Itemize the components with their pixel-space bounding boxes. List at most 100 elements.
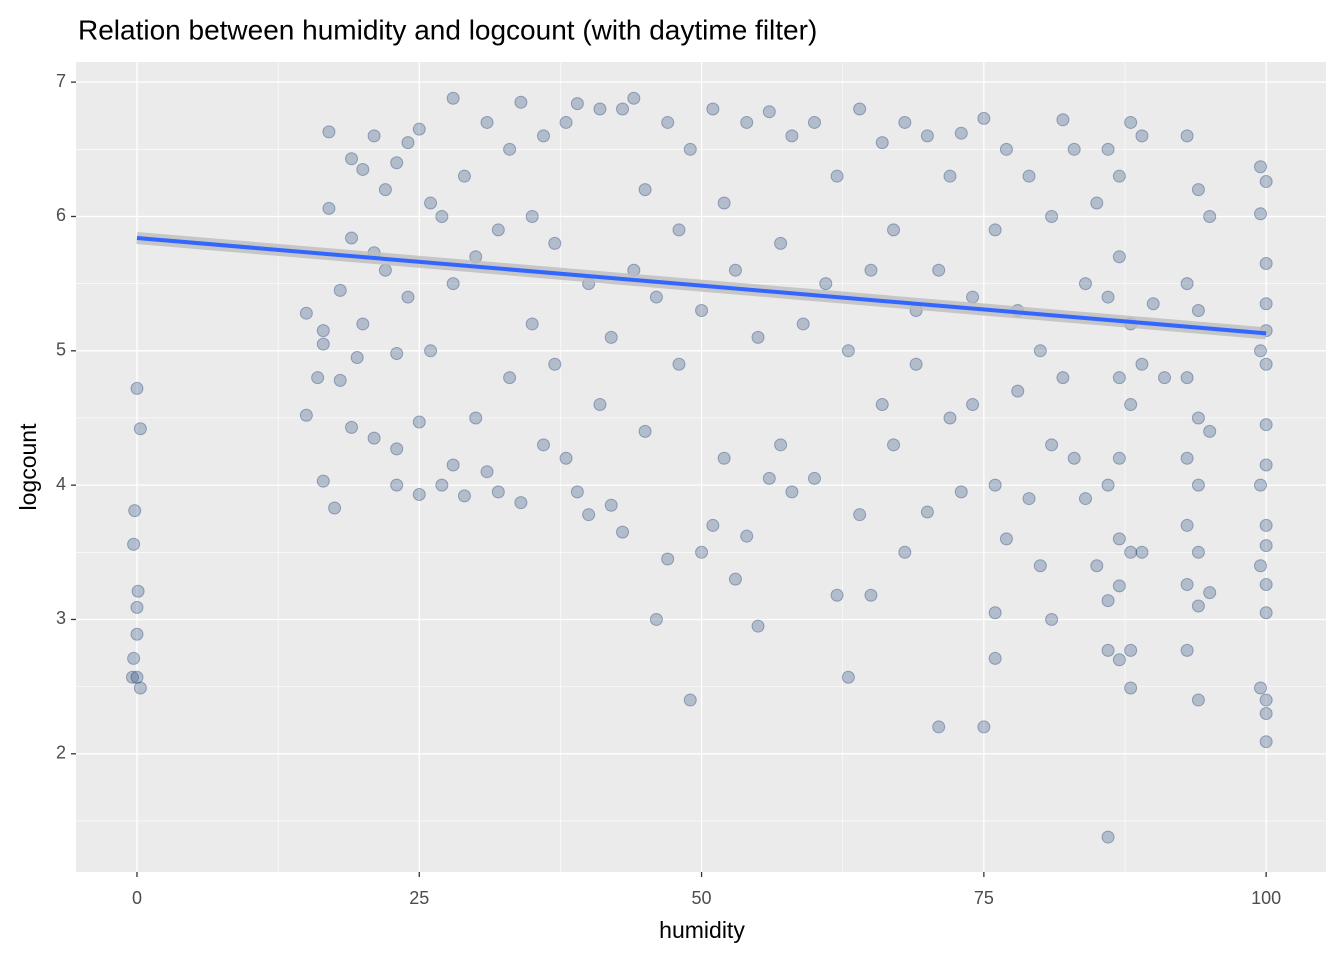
point — [672, 357, 686, 371]
point — [1112, 579, 1126, 593]
point — [1078, 277, 1092, 291]
point — [1203, 424, 1217, 438]
point — [311, 371, 325, 385]
point — [830, 588, 844, 602]
point — [514, 95, 528, 109]
point — [316, 474, 330, 488]
point — [133, 422, 147, 436]
point — [1090, 559, 1104, 573]
point — [316, 337, 330, 351]
point — [1135, 357, 1149, 371]
point — [130, 627, 144, 641]
point — [706, 102, 720, 116]
point — [932, 263, 946, 277]
point — [570, 485, 584, 499]
point — [446, 277, 460, 291]
point — [1124, 545, 1138, 559]
point — [559, 451, 573, 465]
point — [604, 330, 618, 344]
point — [604, 498, 618, 512]
point — [1259, 458, 1273, 472]
point — [1180, 451, 1194, 465]
point — [977, 720, 991, 734]
point — [999, 532, 1013, 546]
point — [672, 223, 686, 237]
point — [1056, 113, 1070, 127]
point — [841, 344, 855, 358]
point — [830, 169, 844, 183]
point — [966, 398, 980, 412]
point — [762, 471, 776, 485]
point — [988, 223, 1002, 237]
point — [1259, 175, 1273, 189]
point — [740, 529, 754, 543]
point — [1203, 586, 1217, 600]
point — [127, 537, 141, 551]
point — [1101, 290, 1115, 304]
point — [130, 381, 144, 395]
point — [638, 183, 652, 197]
point — [740, 115, 754, 129]
point — [1135, 545, 1149, 559]
point — [1254, 207, 1268, 221]
point — [649, 612, 663, 626]
point — [762, 105, 776, 119]
point — [127, 651, 141, 665]
point — [345, 420, 359, 434]
point — [390, 346, 404, 360]
y-tick-label: 4 — [56, 474, 66, 494]
point — [853, 102, 867, 116]
point — [316, 324, 330, 338]
point — [887, 223, 901, 237]
point — [1112, 371, 1126, 385]
point — [1045, 438, 1059, 452]
point — [345, 152, 359, 166]
point — [1191, 599, 1205, 613]
point — [491, 223, 505, 237]
point — [322, 125, 336, 139]
point — [1101, 142, 1115, 156]
point — [548, 357, 562, 371]
point — [920, 505, 934, 519]
point — [1180, 518, 1194, 532]
x-tick-label: 0 — [132, 888, 142, 908]
point — [1022, 169, 1036, 183]
point — [1259, 578, 1273, 592]
point — [683, 142, 697, 156]
point — [424, 196, 438, 210]
point — [898, 115, 912, 129]
point — [412, 415, 426, 429]
point — [480, 115, 494, 129]
point — [333, 373, 347, 387]
y-axis-label: logcount — [15, 423, 41, 511]
point — [356, 162, 370, 176]
point — [695, 304, 709, 318]
y-tick-label: 2 — [56, 743, 66, 763]
x-axis-label: humidity — [659, 917, 745, 943]
point — [1203, 209, 1217, 223]
point — [774, 438, 788, 452]
point — [1112, 532, 1126, 546]
point — [785, 485, 799, 499]
point — [706, 518, 720, 532]
point — [1259, 256, 1273, 270]
chart-title: Relation between humidity and logcount (… — [78, 14, 817, 45]
point — [1146, 297, 1160, 311]
point — [1090, 196, 1104, 210]
point — [559, 115, 573, 129]
y-tick-label: 7 — [56, 71, 66, 91]
point — [457, 489, 471, 503]
point — [593, 398, 607, 412]
point — [683, 693, 697, 707]
point — [1033, 344, 1047, 358]
point — [1101, 643, 1115, 657]
point — [299, 408, 313, 422]
point — [1112, 250, 1126, 264]
point — [1259, 357, 1273, 371]
x-tick-label: 75 — [974, 888, 994, 908]
point — [1135, 129, 1149, 143]
point — [943, 411, 957, 425]
point — [864, 588, 878, 602]
point — [350, 351, 364, 365]
point — [378, 263, 392, 277]
